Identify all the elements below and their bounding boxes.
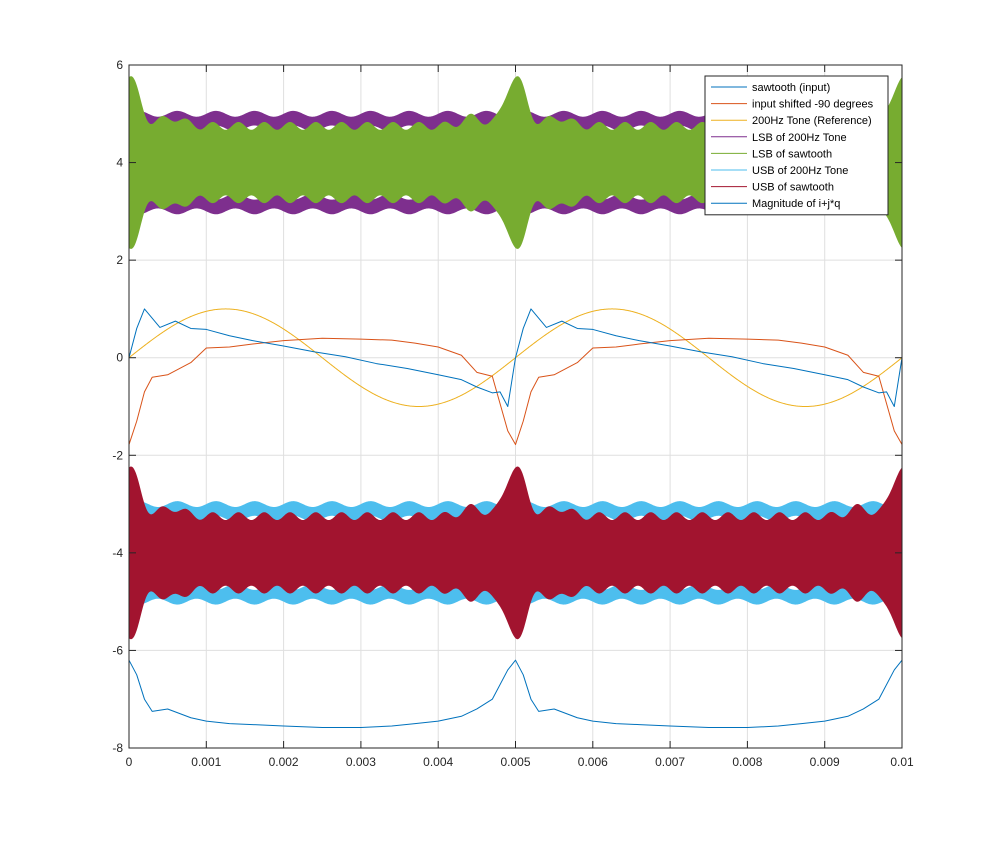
x-tick-label: 0.002 xyxy=(269,755,299,769)
x-tick-label: 0 xyxy=(126,755,133,769)
tick-layer: 0 0.001 0.002 0.003 0.004 0.005 0.006 0.007 0.00… xyxy=(112,58,914,769)
x-tick-label: 0.01 xyxy=(890,755,914,769)
y-tick-label: -8 xyxy=(112,741,123,755)
legend-entry: sawtooth (input) xyxy=(752,82,830,94)
legend-entry: USB of 200Hz Tone xyxy=(752,165,848,177)
legend-entry: Magnitude of i+j*q xyxy=(752,198,840,210)
legend-entry: LSB of 200Hz Tone xyxy=(752,132,847,144)
x-tick-label: 0.003 xyxy=(346,755,376,769)
y-tick-label: -6 xyxy=(112,643,123,657)
x-tick-label: 0.005 xyxy=(500,755,530,769)
x-tick-label: 0.009 xyxy=(810,755,840,769)
y-tick-label: -2 xyxy=(112,448,123,462)
band-fill xyxy=(129,76,902,249)
y-tick-label: -4 xyxy=(112,546,123,560)
series-sawtooth-input xyxy=(128,308,903,407)
legend: sawtooth (input) input shifted -90 degree… xyxy=(704,75,889,216)
x-tick-label: 0.008 xyxy=(732,755,762,769)
legend-entry: USB of sawtooth xyxy=(752,182,834,194)
x-tick-label: 0.004 xyxy=(423,755,453,769)
series-input-shifted-90-degrees xyxy=(128,337,903,446)
legend-box xyxy=(704,75,889,216)
series-magnitude-of-i-j-q xyxy=(128,659,903,729)
x-tick-label: 0.007 xyxy=(655,755,685,769)
series-lsb-of-sawtooth xyxy=(129,76,902,249)
y-tick-label: 2 xyxy=(116,253,123,267)
band-fill xyxy=(129,466,902,640)
legend-entry: input shifted -90 degrees xyxy=(752,99,874,111)
x-tick-label: 0.001 xyxy=(191,755,221,769)
y-tick-label: 0 xyxy=(116,351,123,365)
y-tick-label: 4 xyxy=(116,156,123,170)
legend-entry: LSB of sawtooth xyxy=(752,148,832,160)
series-usb-of-sawtooth xyxy=(129,466,902,640)
legend-entry: 200Hz Tone (Reference) xyxy=(752,115,872,127)
x-tick-label: 0.006 xyxy=(578,755,608,769)
y-tick-label: 6 xyxy=(116,58,123,72)
